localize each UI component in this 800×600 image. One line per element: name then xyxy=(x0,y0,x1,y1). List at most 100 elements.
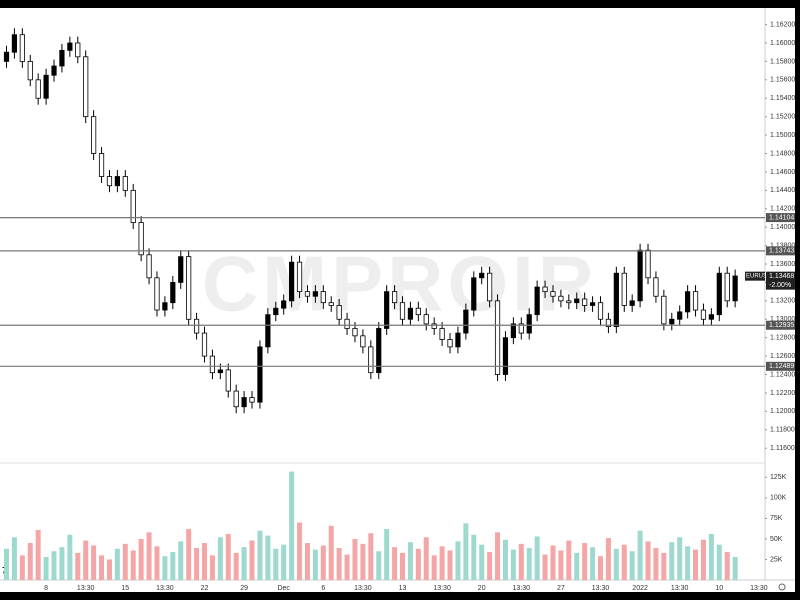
volume-bar xyxy=(178,541,184,580)
candle-body xyxy=(320,291,326,304)
candle-body xyxy=(225,369,231,392)
candle-body xyxy=(661,295,667,325)
candle-body xyxy=(685,291,691,313)
settings-icon[interactable] xyxy=(778,583,786,591)
candle-body xyxy=(289,261,295,302)
y-tick-label: 1.14800 xyxy=(770,150,795,157)
candle-body xyxy=(566,300,572,304)
volume-bar xyxy=(495,532,501,580)
candle-body xyxy=(201,332,208,357)
candle-body xyxy=(336,305,342,320)
candle-body xyxy=(281,300,287,309)
candle-body xyxy=(526,314,532,334)
volume-bar xyxy=(265,535,271,580)
candle-body xyxy=(439,328,445,340)
vol-tick-label: 75K xyxy=(770,515,783,522)
volume-bar xyxy=(336,547,342,580)
price-level-tag xyxy=(766,213,795,223)
volume-bar xyxy=(685,546,691,580)
candle-body xyxy=(645,249,651,279)
volume-bar xyxy=(455,541,461,580)
y-tick-label: 1.14600 xyxy=(770,169,795,176)
volume-bar xyxy=(598,556,603,580)
candle-body xyxy=(27,61,33,81)
y-tick-label: 1.12200 xyxy=(770,390,795,397)
candle-body xyxy=(146,254,152,279)
volume-bar xyxy=(35,529,41,580)
candle-body xyxy=(162,302,168,311)
candle-body xyxy=(589,302,596,306)
volume-bar xyxy=(590,547,596,580)
candle-body xyxy=(399,302,406,320)
volume-bar xyxy=(661,552,667,580)
volume-bar xyxy=(106,559,112,580)
volume-bar xyxy=(716,544,722,580)
candle-body xyxy=(296,261,303,293)
price-level-tag xyxy=(766,320,795,330)
candle-body xyxy=(304,291,311,297)
candle-body xyxy=(534,286,540,316)
y-tick-label: 1.11600 xyxy=(770,445,795,452)
x-tick-label: 13:30 xyxy=(354,585,372,592)
volume-bar xyxy=(186,529,192,580)
candle-body xyxy=(479,272,485,279)
volume-bar xyxy=(526,547,532,580)
vol-tick-label: 50K xyxy=(770,536,783,543)
x-tick-label: 13:30 xyxy=(750,585,768,592)
candle-body xyxy=(510,323,516,339)
candle-body xyxy=(328,302,334,306)
candle-body xyxy=(154,277,160,311)
volume-bar xyxy=(122,543,128,580)
x-tick-label: 10 xyxy=(715,585,723,592)
candle-body xyxy=(732,275,738,302)
volume-bar xyxy=(146,532,152,580)
x-tick-label: 8 xyxy=(44,585,48,592)
last-price-label: 1.13468 xyxy=(769,273,794,280)
candle-body xyxy=(360,335,366,348)
candle-body xyxy=(574,298,580,304)
candle-body xyxy=(19,34,25,62)
volume-bar xyxy=(320,545,326,580)
candle-body xyxy=(708,314,714,320)
candle-body xyxy=(471,277,477,311)
volume-bar xyxy=(423,537,429,580)
candle-body xyxy=(487,272,493,302)
volume-bar xyxy=(415,548,421,580)
candle-body xyxy=(193,318,200,334)
candle-body xyxy=(43,74,49,99)
volume-bar xyxy=(154,546,160,580)
candle-body xyxy=(178,256,184,283)
candle-body xyxy=(415,307,421,316)
candle-body xyxy=(186,256,192,320)
candle-body xyxy=(677,311,683,320)
x-tick-label: 13:30 xyxy=(156,585,174,592)
candle-body xyxy=(273,307,279,316)
volume-bar xyxy=(637,530,643,580)
volume-bar xyxy=(233,552,239,580)
x-tick-label: 13:30 xyxy=(513,585,531,592)
y-tick-label: 1.12400 xyxy=(770,371,795,378)
volume-bar xyxy=(669,542,675,580)
candle-body xyxy=(209,355,216,374)
candle-body xyxy=(376,328,382,374)
volume-bar xyxy=(312,549,318,580)
candle-body xyxy=(344,318,350,329)
volume-bar xyxy=(502,539,508,580)
candle-body xyxy=(98,153,105,177)
volume-bar xyxy=(724,552,730,580)
volume-bar xyxy=(170,552,176,580)
volume-bar xyxy=(257,530,263,580)
x-tick-label: 29 xyxy=(240,585,248,592)
candle-body xyxy=(692,291,699,311)
y-tick-label: 1.14200 xyxy=(770,206,795,213)
x-tick-label: 13:30 xyxy=(592,585,610,592)
volume-bar xyxy=(138,538,144,580)
candle-body xyxy=(613,272,619,328)
volume-bar xyxy=(4,548,9,580)
candle-body xyxy=(637,249,643,302)
candle-body xyxy=(67,42,73,51)
y-tick-label: 1.12800 xyxy=(770,335,795,342)
volume-bar xyxy=(83,540,89,580)
candle-body xyxy=(502,337,509,375)
